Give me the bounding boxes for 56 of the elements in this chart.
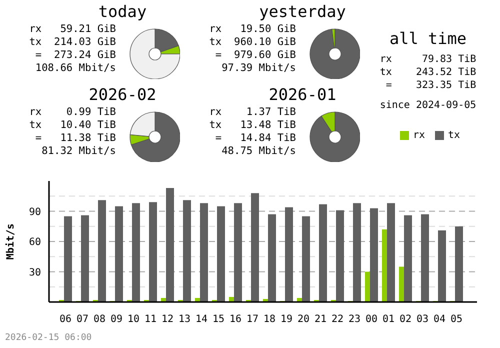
x-tick-label: 22 (331, 314, 344, 325)
x-tick-label: 18 (263, 314, 276, 325)
text: = 979.60 GiB (214, 49, 296, 62)
text: rx 19.50 GiB (208, 23, 296, 36)
chart-title: 2026-02 (88, 85, 158, 104)
x-tick-label: 10 (127, 314, 140, 325)
text: rx 1.37 TiB (208, 106, 296, 119)
x-tick-label: 03 (416, 314, 429, 325)
x-tick-label: 00 (365, 314, 378, 325)
y-axis-title: Mbit/s (4, 223, 17, 260)
x-tick-label: 20 (297, 314, 310, 325)
x-tick-label: 19 (280, 314, 293, 325)
text: 108.66 Mbit/s (34, 62, 116, 75)
x-tick-label: 04 (433, 314, 446, 325)
x-tick-label: 16 (229, 314, 242, 325)
y-tick-label: 30 (28, 267, 41, 278)
x-tick-label: 12 (161, 314, 174, 325)
chart-title: yesterday (258, 2, 347, 21)
x-tick-label: 14 (195, 314, 208, 325)
text: all time (388, 29, 468, 48)
text: 97.39 Mbit/s (220, 62, 296, 75)
x-tick-label: 13 (178, 314, 191, 325)
text: tx 960.10 GiB (208, 36, 296, 49)
x-tick-label: 05 (450, 314, 463, 325)
chart-title: 2026-01 (268, 85, 338, 104)
x-tick-label: 01 (382, 314, 395, 325)
x-tick-label: 11 (144, 314, 157, 325)
x-tick-label: 08 (93, 314, 106, 325)
text: rx 0.99 TiB (28, 106, 116, 119)
x-tick-label: 15 (212, 314, 225, 325)
text: rx 79.83 TiB (378, 53, 478, 66)
x-tick-label: 06 (59, 314, 72, 325)
x-tick-label: 07 (76, 314, 89, 325)
x-tick-label: 21 (314, 314, 327, 325)
y-tick-label: 90 (28, 206, 41, 218)
text: = 11.38 TiB (34, 132, 116, 145)
text: 81.32 Mbit/s (40, 145, 116, 158)
text: 48.75 Mbit/s (220, 145, 296, 158)
chart-title: today (97, 2, 148, 21)
y-tick-label: 60 (28, 237, 41, 248)
text: = 14.84 TiB (214, 132, 296, 145)
legend-label: tx (448, 130, 460, 141)
text: since 2024-09-05 (378, 99, 478, 112)
legend-label: rx (412, 130, 425, 141)
text: = 273.24 GiB (34, 49, 116, 62)
text: tx 13.48 TiB (208, 119, 296, 132)
x-tick-label: 02 (399, 314, 412, 325)
x-tick-label: 09 (110, 314, 123, 325)
text: tx 243.52 TiB (378, 66, 478, 79)
text: rx 59.21 GiB (28, 23, 116, 36)
text: tx 214.03 GiB (28, 36, 116, 49)
text: 2026-02-15 06:00 (5, 333, 92, 343)
x-tick-label: 23 (348, 314, 361, 325)
text: = 323.35 TiB (384, 79, 478, 92)
text: tx 10.40 TiB (28, 119, 116, 132)
x-tick-label: 17 (246, 314, 259, 325)
